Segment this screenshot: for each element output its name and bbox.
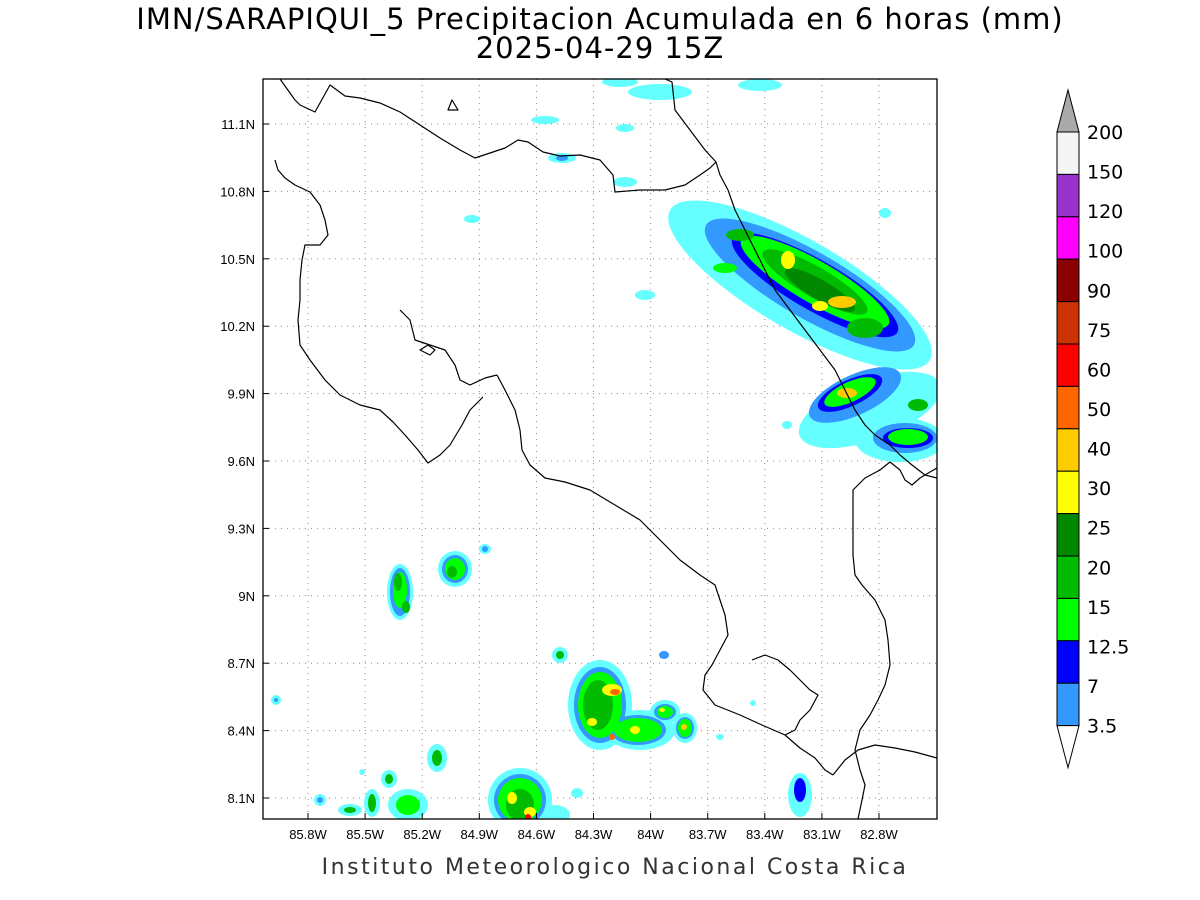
colorbar-swatch: [1056, 640, 1080, 684]
colorbar-label: 200: [1087, 122, 1123, 144]
lat-label: 9.6N: [228, 454, 255, 469]
colorbar-swatch: [1056, 428, 1080, 472]
colorbar-label: 100: [1087, 241, 1123, 263]
lon-label: 85.8W: [289, 827, 327, 842]
precip-band-northeast: [668, 200, 937, 462]
colorbar-swatch: [1056, 385, 1080, 430]
colorbar-over-triangle: [1056, 88, 1080, 133]
latitude-labels: 11.1N 10.8N 10.5N 10.2N 9.9N 9.6N 9.3N 9N 8.7N 8.…: [220, 117, 269, 806]
lon-label: 84.3W: [575, 827, 613, 842]
colorbar-label: 40: [1087, 439, 1111, 461]
lon-label: 84W: [637, 827, 664, 842]
lon-label: 83.7W: [689, 827, 727, 842]
pacific-coast-central: [496, 374, 834, 776]
colorbar-label: 60: [1087, 359, 1111, 381]
colorbar-label: 15: [1087, 597, 1111, 619]
footer-credit: Instituto Meteorologico Nacional Costa R…: [321, 855, 909, 880]
precip-south: [552, 647, 756, 750]
colorbar-swatch: [1056, 597, 1080, 642]
colorbar-swatch: [1056, 216, 1080, 260]
lon-label: 84.6W: [518, 827, 556, 842]
nicoya-gulf: [399, 309, 498, 386]
colorbar-swatch: [1056, 173, 1080, 218]
caribbean-coast-north: [664, 79, 717, 163]
precip-nicoya: [271, 544, 491, 705]
colorbar-swatch: [1056, 258, 1080, 303]
map-frame: [262, 78, 938, 820]
colorbar-swatch: [1056, 343, 1080, 387]
lon-label: 85.5W: [346, 827, 384, 842]
colorbar-swatch: [1056, 513, 1080, 557]
colorbar-label: 120: [1087, 201, 1123, 223]
colorbar-swatch: [1056, 682, 1080, 727]
colorbar-swatch: [1056, 301, 1080, 345]
chart-date: 2025-04-29 15Z: [475, 31, 725, 65]
lat-label: 8.1N: [228, 791, 255, 806]
lake-marker: [447, 99, 459, 111]
coastlines: [274, 79, 937, 819]
colorbar-label: 20: [1087, 557, 1111, 579]
sixaola-border: [889, 461, 937, 486]
lon-label: 84.9W: [461, 827, 499, 842]
chart-title: IMN/SARAPIQUI_5 Precipitacion Acumulada …: [136, 2, 1064, 36]
lat-label: 11.1N: [221, 117, 255, 132]
pacific-coast-northwest: [274, 159, 484, 464]
colorbar-label: 25: [1087, 518, 1111, 540]
longitude-labels: 85.8W 85.5W 85.2W 84.9W 84.6W 84.3W 84W 83.7W 83…: [289, 813, 899, 842]
lat-label: 8.7N: [228, 656, 255, 671]
caribbean-coast-south: [727, 189, 937, 479]
precipitation-field: [271, 79, 937, 819]
nicaragua-coast: [279, 79, 729, 193]
lat-label: 10.8N: [220, 184, 255, 199]
lon-label: 83.1W: [803, 827, 841, 842]
panama-border-south: [852, 461, 891, 819]
colorbar-swatch: [1056, 131, 1080, 175]
lat-label: 10.2N: [220, 319, 255, 334]
precip-south-edge: [314, 744, 812, 819]
lon-label: 82.8W: [860, 827, 898, 842]
colorbar: 200 150 120 100 90 75 60 50 40 30 25 20 15 12.5 7 3.5: [1056, 88, 1129, 770]
burica-coast: [832, 744, 937, 776]
lon-label: 83.4W: [746, 827, 784, 842]
lon-label: 85.2W: [403, 827, 441, 842]
colorbar-label: 90: [1087, 280, 1111, 302]
colorbar-label: 75: [1087, 320, 1111, 342]
lat-label: 10.5N: [220, 252, 255, 267]
lat-label: 9N: [238, 589, 255, 604]
colorbar-under-triangle: [1056, 725, 1080, 770]
colorbar-label: 3.5: [1087, 716, 1117, 738]
colorbar-label: 7: [1087, 676, 1099, 698]
colorbar-label: 12.5: [1087, 636, 1129, 658]
colorbar-label: 150: [1087, 162, 1123, 184]
colorbar-label: 50: [1087, 399, 1111, 421]
precip-north-scatter: [464, 79, 891, 429]
lat-label: 8.4N: [228, 724, 255, 739]
osa-peninsula: [751, 654, 819, 736]
lat-label: 9.3N: [228, 521, 255, 536]
colorbar-swatch: [1056, 470, 1080, 515]
colorbar-swatch: [1056, 555, 1080, 599]
lat-label: 9.9N: [228, 387, 255, 402]
nicoya-island: [419, 344, 436, 356]
colorbar-label: 30: [1087, 478, 1111, 500]
